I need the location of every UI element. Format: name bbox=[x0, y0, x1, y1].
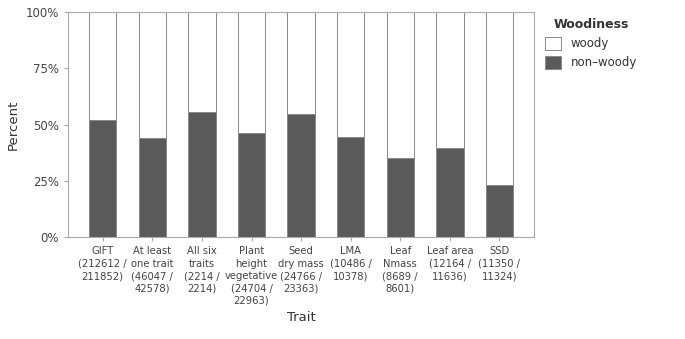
Bar bbox=[188, 12, 216, 112]
Bar bbox=[89, 12, 116, 120]
Bar bbox=[486, 185, 513, 237]
Bar bbox=[288, 12, 314, 114]
Bar bbox=[386, 12, 414, 158]
Bar bbox=[337, 137, 364, 237]
Bar bbox=[138, 12, 166, 138]
Bar bbox=[188, 112, 216, 237]
Bar bbox=[337, 12, 364, 137]
Bar bbox=[288, 114, 314, 237]
Bar bbox=[238, 133, 265, 237]
Bar bbox=[486, 12, 513, 185]
Bar bbox=[386, 158, 414, 237]
Bar bbox=[436, 147, 464, 237]
Bar bbox=[238, 12, 265, 133]
Bar bbox=[138, 138, 166, 237]
Legend: woody, non–woody: woody, non–woody bbox=[545, 18, 637, 69]
Bar bbox=[436, 12, 464, 147]
Y-axis label: Percent: Percent bbox=[7, 99, 20, 150]
Bar bbox=[89, 120, 116, 237]
X-axis label: Trait: Trait bbox=[287, 312, 316, 324]
